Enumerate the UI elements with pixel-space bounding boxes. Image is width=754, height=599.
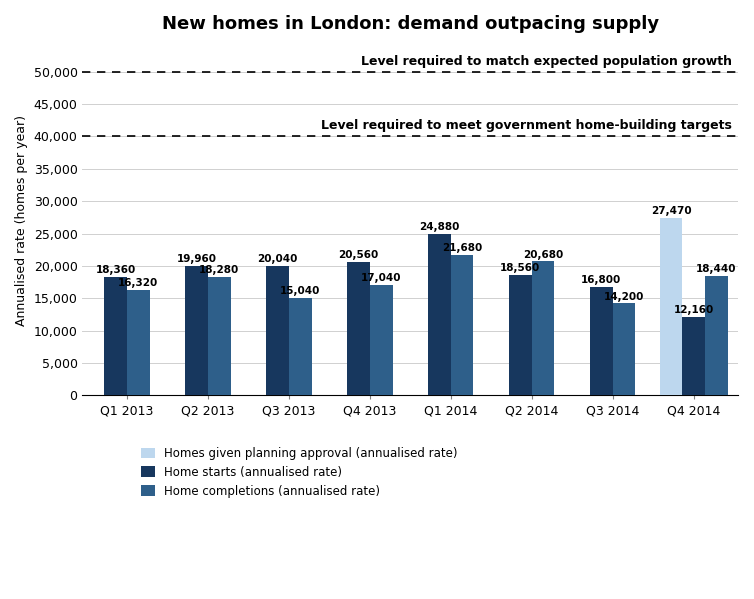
Bar (185, 266, 208, 395)
Bar (266, 265, 289, 395)
Text: 19,960: 19,960 (176, 254, 216, 264)
Text: 12,160: 12,160 (673, 305, 714, 314)
Bar (347, 262, 370, 395)
Text: 17,040: 17,040 (361, 273, 401, 283)
Text: Level required to match expected population growth: Level required to match expected populat… (360, 55, 731, 68)
Y-axis label: Annualised rate (homes per year): Annualised rate (homes per year) (15, 115, 28, 326)
Title: New homes in London: demand outpacing supply: New homes in London: demand outpacing su… (162, 15, 659, 33)
Legend: Homes given planning approval (annualised rate), Home starts (annualised rate), : Homes given planning approval (annualise… (141, 447, 458, 498)
Bar (127, 290, 149, 395)
Text: 20,040: 20,040 (257, 254, 298, 264)
Bar (104, 277, 127, 395)
Bar (613, 304, 636, 395)
Bar (370, 285, 393, 395)
Bar (532, 262, 554, 395)
Text: 14,200: 14,200 (604, 292, 644, 301)
Text: 16,320: 16,320 (118, 278, 158, 288)
Bar (660, 217, 682, 395)
Text: 20,560: 20,560 (339, 250, 379, 261)
Bar (682, 317, 705, 395)
Text: 18,560: 18,560 (501, 264, 541, 273)
Text: 18,360: 18,360 (96, 265, 136, 274)
Bar (590, 287, 613, 395)
Text: 20,680: 20,680 (523, 250, 563, 259)
Text: 21,680: 21,680 (442, 243, 483, 253)
Text: 24,880: 24,880 (419, 222, 460, 232)
Text: Level required to meet government home-building targets: Level required to meet government home-b… (320, 119, 731, 132)
Bar (208, 277, 231, 395)
Text: 16,800: 16,800 (581, 275, 621, 285)
Bar (705, 276, 728, 395)
Bar (451, 255, 474, 395)
Bar (509, 275, 532, 395)
Text: 27,470: 27,470 (651, 205, 691, 216)
Text: 18,280: 18,280 (199, 265, 239, 275)
Text: 18,440: 18,440 (696, 264, 737, 274)
Bar (289, 298, 311, 395)
Bar (428, 234, 451, 395)
Text: 15,040: 15,040 (280, 286, 320, 296)
